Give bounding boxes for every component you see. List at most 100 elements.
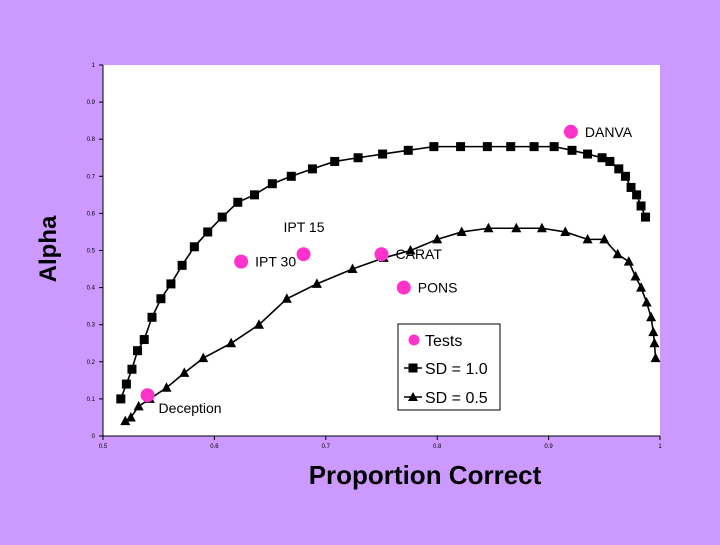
data-point-sd05 [432,233,443,244]
data-point-sd05 [511,222,522,233]
data-point-sd10 [605,156,615,166]
legend-sd05-marker [408,392,418,401]
data-point-sd05 [161,382,172,392]
x-tick-label: 0.8 [433,444,442,450]
data-point-sd10 [233,197,243,207]
data-point-sd10 [203,227,213,237]
test-point-label: CARAT [396,246,443,262]
data-point-sd10 [632,190,642,200]
data-point-sd10 [549,142,559,152]
data-point-sd05 [125,411,136,422]
legend-sd10-label: SD = 1.0 [425,361,488,378]
y-tick-label: 0 [92,434,96,440]
data-point-sd10 [307,164,317,174]
y-tick-label: 0.3 [87,323,96,329]
test-point [563,124,578,139]
series-layer [116,142,661,426]
test-point-label: PONS [418,280,458,296]
data-point-sd05 [536,222,547,233]
y-ticks: 0 0.1 0.2 0.3 0.4 0.5 0.6 0.7 0.8 0.9 1 [87,63,103,440]
data-point-sd05 [120,415,131,426]
data-point-sd10 [267,179,277,189]
test-point [140,388,155,403]
data-point-sd05 [599,233,610,244]
legend-sd05-label: SD = 0.5 [425,390,488,407]
data-point-sd05 [646,311,657,322]
data-point-sd10 [626,182,636,192]
legend-sd10-marker [408,363,418,373]
x-tick-label: 0.6 [210,444,219,450]
test-point-label: IPT 30 [255,254,296,270]
y-tick-label: 0.7 [87,174,96,180]
y-tick-label: 0.6 [87,211,96,217]
data-point-sd05 [649,337,660,348]
test-point [374,247,389,262]
data-point-sd05 [650,352,661,363]
data-point-sd05 [483,222,494,233]
data-point-sd05 [560,226,571,236]
data-point-sd10 [353,153,363,163]
y-tick-label: 0.2 [87,360,96,366]
data-point-sd10 [127,364,137,374]
x-ticks: 0.5 0.6 0.7 0.8 0.9 1 [99,436,662,450]
data-point-sd10 [147,312,157,322]
data-point-sd10 [614,164,624,174]
data-point-sd10 [189,242,199,252]
x-tick-label: 0.9 [544,444,553,450]
legend-tests-label: Tests [425,333,462,350]
data-point-sd10 [403,145,413,155]
test-point [296,247,311,262]
test-point-label: DANVA [585,124,633,140]
data-point-sd10 [177,260,187,270]
data-point-sd10 [456,142,466,152]
data-point-sd10 [506,142,516,152]
data-point-sd05 [405,245,416,255]
data-point-sd10 [156,294,166,304]
data-point-sd10 [139,335,149,345]
data-point-sd10 [217,212,227,222]
data-point-sd05 [281,293,292,303]
data-point-sd10 [567,145,577,155]
y-tick-label: 0.9 [87,100,96,106]
test-point-label: IPT 15 [284,219,325,235]
data-point-sd05 [226,337,237,348]
data-point-sd10 [583,149,593,159]
data-point-sd10 [133,346,143,356]
data-point-sd05 [630,270,641,281]
axes: 0.5 0.6 0.7 0.8 0.9 1 00.10.20.30.40.50.60.70… [87,63,663,450]
x-axis-title: Proportion Correct [309,460,542,490]
data-point-sd05 [179,367,190,377]
data-point-sd10 [250,190,260,200]
x-tick-label: 0.5 [99,444,108,450]
data-point-sd10 [286,171,296,181]
y-tick-label: 1 [92,63,96,69]
data-point-sd10 [641,212,651,222]
data-point-sd05 [253,319,264,329]
y-tick-label: 0.1 [87,397,96,403]
data-point-sd10 [636,201,646,211]
data-point-sd10 [620,171,630,181]
x-tick-label: 1 [658,444,662,450]
data-point-sd10 [429,142,439,152]
test-point-label: Deception [159,400,222,416]
data-point-sd05 [623,256,634,266]
data-point-sd05 [641,296,652,307]
data-point-sd05 [133,400,144,411]
y-axis-title: Alpha [35,215,62,282]
data-point-sd05 [636,282,647,292]
test-point [396,280,411,295]
data-point-sd10 [121,379,131,389]
data-point-sd10 [116,394,126,404]
x-tick-label: 0.7 [322,444,331,450]
data-point-sd10 [330,156,340,166]
data-point-sd05 [456,226,467,236]
data-point-sd10 [482,142,492,152]
legend: Tests SD = 1.0 SD = 0.5 [397,323,501,411]
data-point-sd05 [347,263,358,274]
y-tick-label: 0.5 [87,249,96,255]
data-point-sd10 [597,153,607,163]
y-tick-label: 0.4 [87,286,96,292]
y-tick-label: 0.8 [87,137,96,143]
